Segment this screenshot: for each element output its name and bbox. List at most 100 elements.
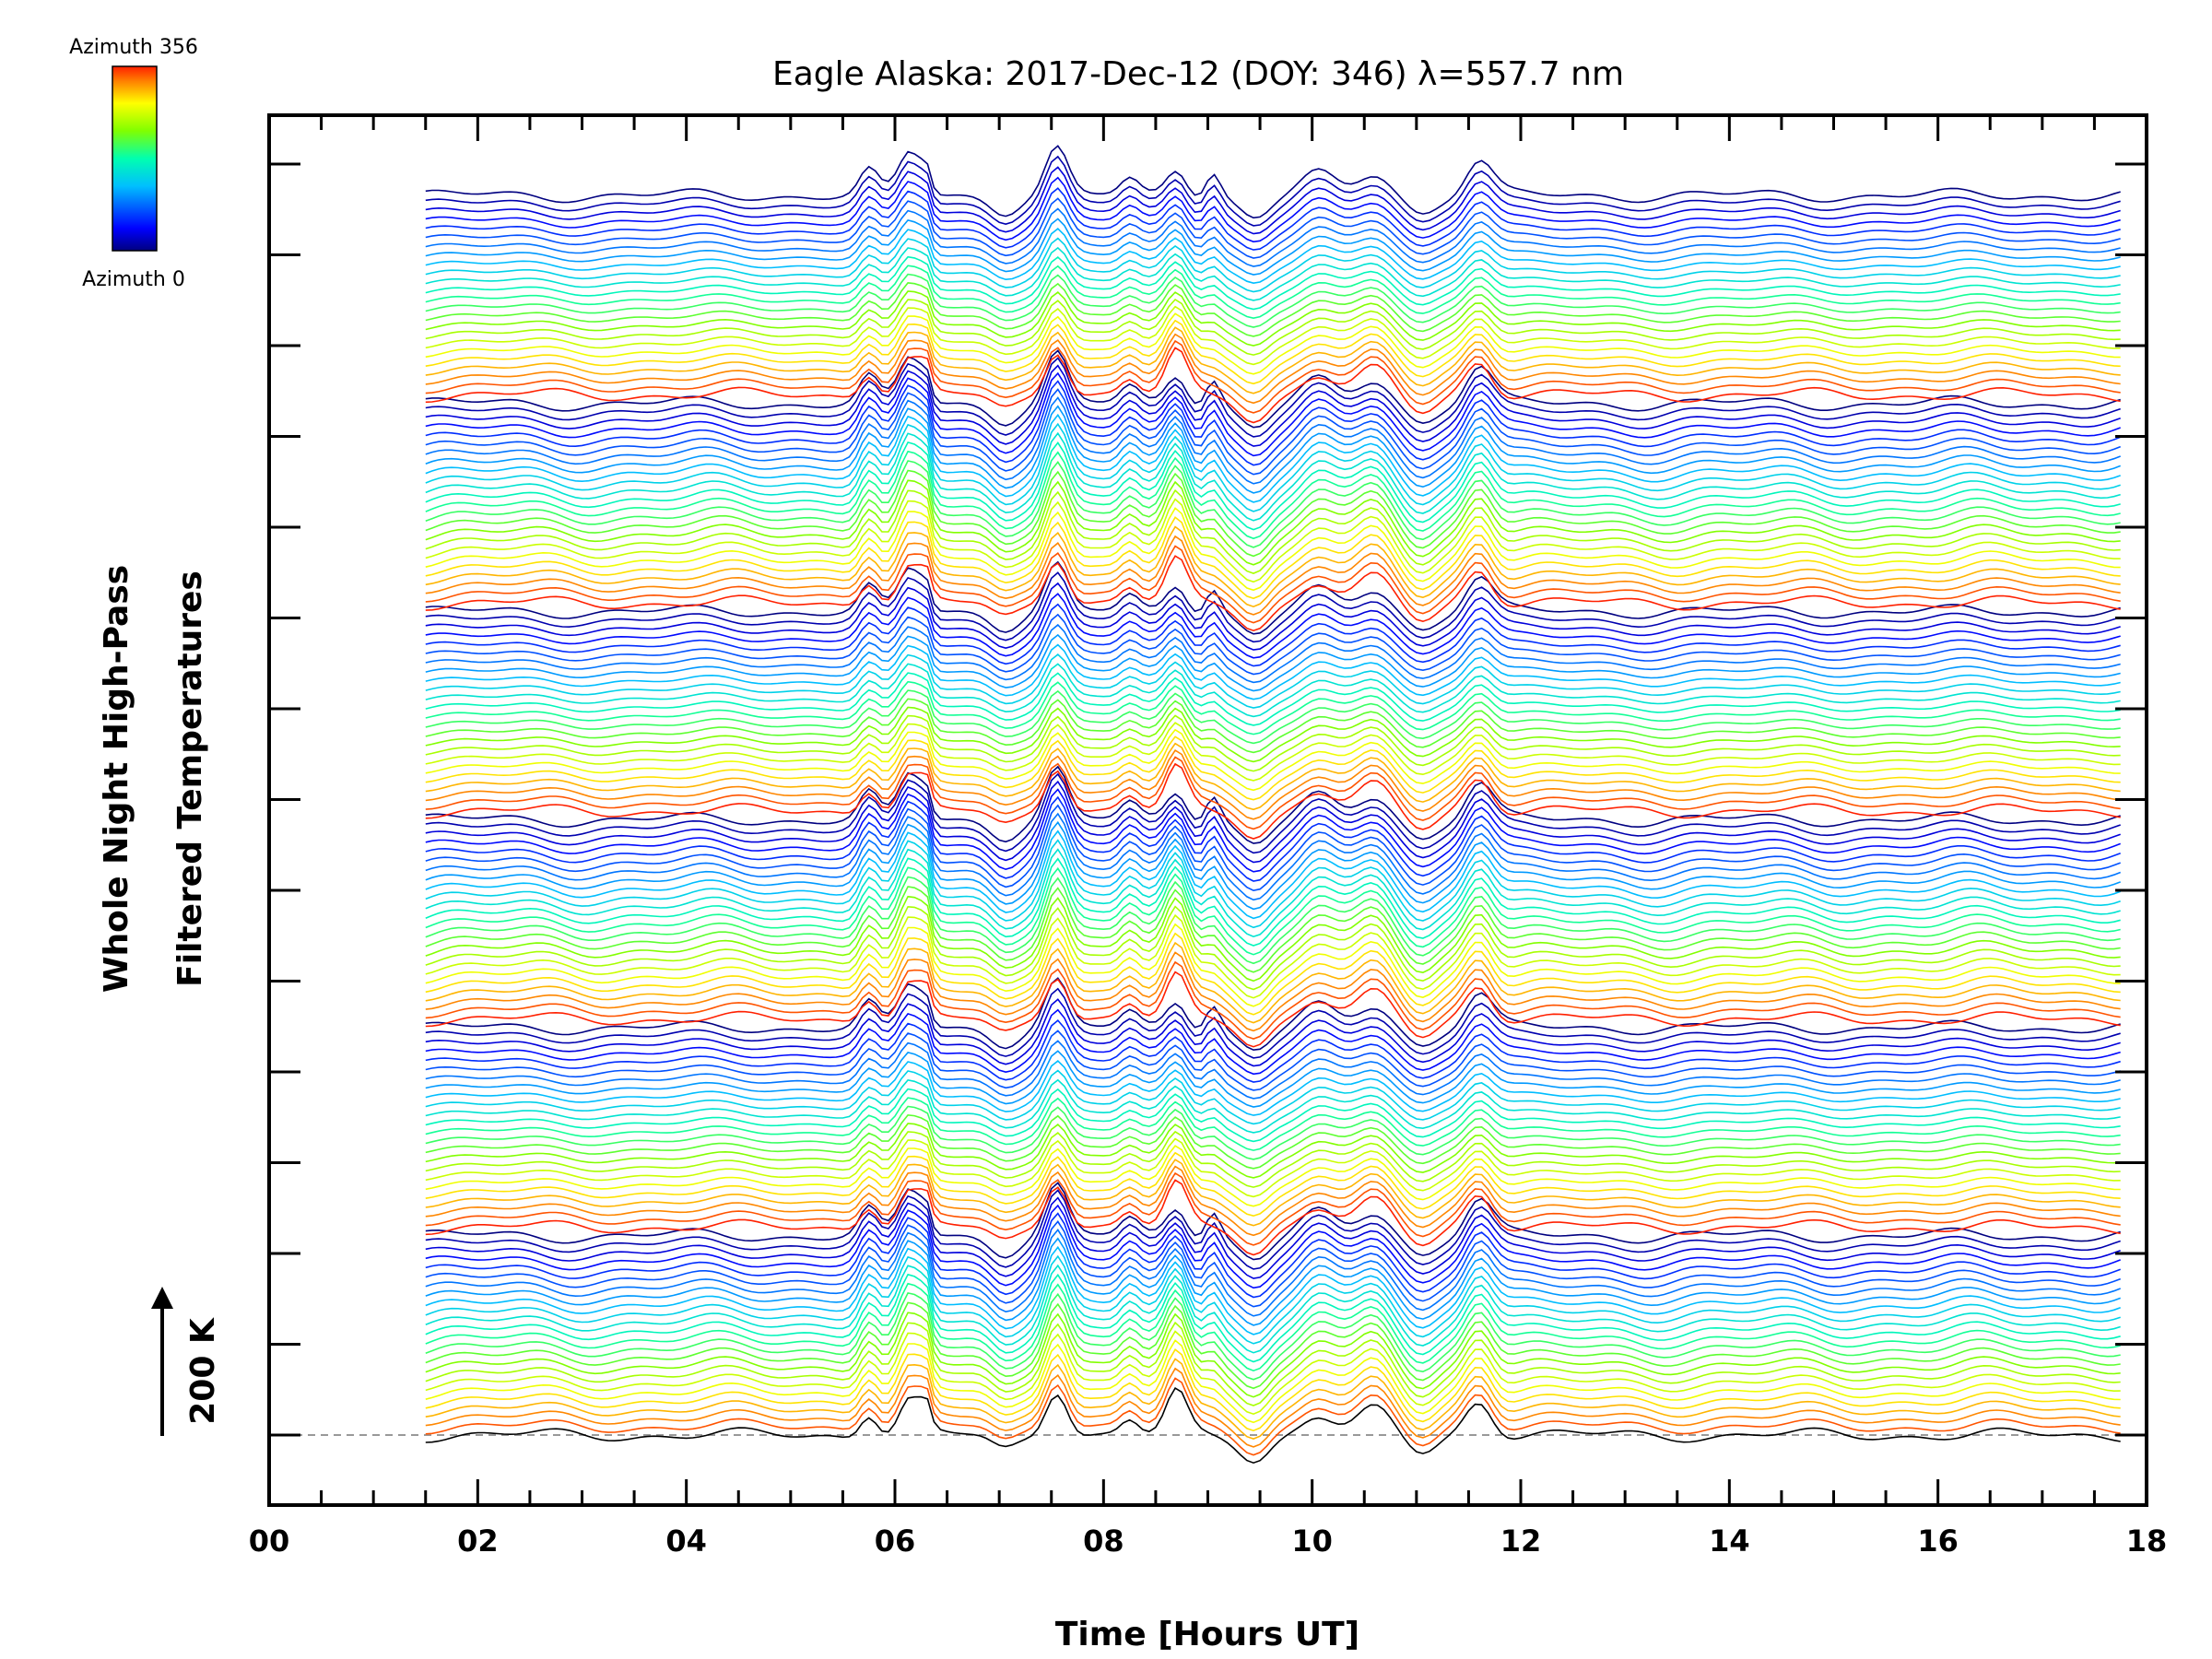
series-line [425,273,2121,328]
series-line [425,388,2121,476]
series-line [425,479,2121,566]
series-line [425,560,2121,635]
series-line [425,364,2121,447]
series-line [425,498,2121,583]
series-line [425,812,2121,901]
series-line [425,839,2121,929]
series-line [425,1229,2121,1317]
axes: 00 02 04 06 08 10 12 14 16 18 [249,113,2167,1559]
series-line [425,1113,2121,1170]
series-line [425,312,2121,375]
x-axis-label: Time [Hours UT] [1055,1616,1359,1653]
series-line [425,413,2121,503]
series-line [425,998,2121,1067]
x-tick-label: 00 [249,1524,290,1559]
series-line [425,507,2121,592]
series-line [425,680,2121,735]
series-line [425,1245,2121,1335]
series-line [425,1008,2121,1076]
series-line [425,1196,2121,1279]
series-line [425,923,2121,1007]
series-line [425,1030,2121,1091]
series-line [425,282,2121,337]
series-line [425,951,2121,1032]
series-line [425,290,2121,347]
series-line [425,1204,2121,1289]
series-line [425,488,2121,574]
series-line [425,571,2121,643]
series-line [425,780,2121,864]
series-line [425,1151,2121,1218]
series-line [425,1237,2121,1326]
series-line [425,762,2121,840]
colorbar-gradient [112,65,158,252]
series-line [425,1105,2121,1160]
x-tick-label: 12 [1500,1524,1542,1559]
series-line [425,742,2121,811]
series-line [425,155,2121,227]
series-line [425,525,2121,608]
series-line [425,987,2121,1059]
series-line [425,1078,2121,1134]
series-line [425,237,2121,293]
series-line [425,1165,2121,1237]
x-tick-label: 14 [1709,1524,1750,1559]
series-line [425,582,2121,651]
series-line [425,895,2121,982]
scale-arrowhead [151,1287,173,1309]
series-line [425,1018,2121,1083]
scale-label: 200 K [184,1317,222,1425]
series-line [425,866,2121,956]
series-line [425,1137,2121,1198]
series-line [425,339,2121,414]
x-tick-label: 02 [457,1524,499,1559]
series-line [425,516,2121,600]
series-line [425,1088,2121,1143]
series-line [425,706,2121,763]
series-line [425,857,2121,947]
series-line [425,971,2121,1048]
series-line [425,187,2121,251]
x-tick-label: 04 [665,1524,707,1559]
series-line [425,1040,2121,1100]
series-line [425,960,2121,1040]
series-line [425,305,2121,366]
series-line [425,1347,2121,1432]
series-line [425,1179,2121,1256]
series-line [425,298,2121,356]
y-axis-label-line2: Filtered Temperatures [171,571,209,987]
series-line [425,1254,2121,1345]
series-line [425,603,2121,667]
series-line [425,396,2121,485]
colorbar: Azimuth 356 Azimuth 0 [69,36,198,291]
series-line [425,593,2121,659]
series-line [425,333,2121,405]
series-line [425,545,2121,624]
series-line [425,756,2121,830]
series-line [425,722,2121,782]
series-line [425,941,2121,1024]
series-line [425,176,2121,243]
series-line [425,166,2121,235]
series-line [425,145,2121,219]
series-line [425,672,2121,726]
series-line [425,326,2121,394]
series-line [425,469,2121,558]
series-line [425,735,2121,801]
series-line [425,1282,2121,1372]
series-line [425,535,2121,616]
colorbar-top-label: Azimuth 356 [69,36,198,59]
series-line [425,460,2121,548]
series-line [425,886,2121,973]
series-line [425,357,2121,438]
series-line [425,795,2121,882]
series-line [425,255,2121,311]
series-line [425,643,2121,700]
series-line [425,347,2121,424]
series-line [425,820,2121,911]
series-line [425,1171,2121,1246]
series-line [425,450,2121,540]
x-tick-label: 06 [875,1524,916,1559]
series-line [425,555,2121,632]
